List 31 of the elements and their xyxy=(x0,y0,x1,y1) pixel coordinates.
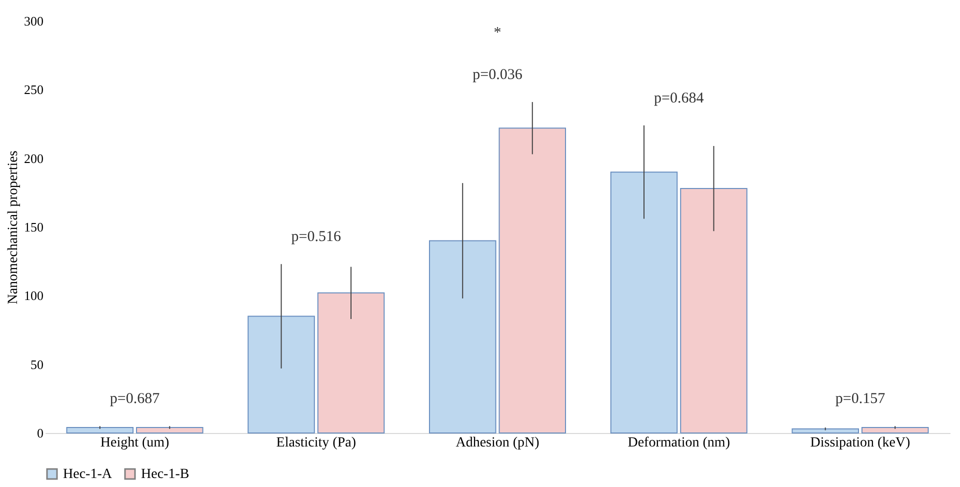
y-tick-label: 0 xyxy=(37,426,44,440)
annotation: p=0.036 xyxy=(472,67,523,84)
legend-label: Hec-1-A xyxy=(63,467,113,482)
bar xyxy=(792,428,859,434)
x-tick-label: Adhesion (pN) xyxy=(456,436,540,450)
annotation: p=0.516 xyxy=(291,229,342,246)
bar xyxy=(136,427,204,434)
y-tick-label: 100 xyxy=(24,288,44,304)
y-tick-label: 300 xyxy=(24,14,44,28)
bar xyxy=(610,172,678,434)
x-tick-label: Deformation (nm) xyxy=(628,436,730,450)
bar xyxy=(861,427,929,434)
legend-label: Hec-1-B xyxy=(141,467,190,482)
y-tick-label: 150 xyxy=(24,220,44,234)
bar xyxy=(680,188,748,434)
y-tick-label: 200 xyxy=(24,150,44,166)
x-tick-label: Dissipation (keV) xyxy=(810,436,911,450)
annotation: * xyxy=(494,25,502,42)
bar xyxy=(428,240,496,434)
bar xyxy=(248,316,315,434)
bar xyxy=(317,292,385,434)
y-tick-label: 250 xyxy=(24,82,44,98)
bar xyxy=(498,128,566,434)
x-tick-label: Elasticity (Pa) xyxy=(276,436,356,450)
annotation: p=0.157 xyxy=(835,391,886,408)
bar xyxy=(66,427,134,434)
x-tick-label: Height (um) xyxy=(100,436,170,450)
y-tick-label: 50 xyxy=(30,356,44,372)
y-axis-title: Nanomechanical properties xyxy=(6,150,21,304)
annotation: p=0.684 xyxy=(654,90,704,106)
annotation: p=0.687 xyxy=(110,391,160,408)
